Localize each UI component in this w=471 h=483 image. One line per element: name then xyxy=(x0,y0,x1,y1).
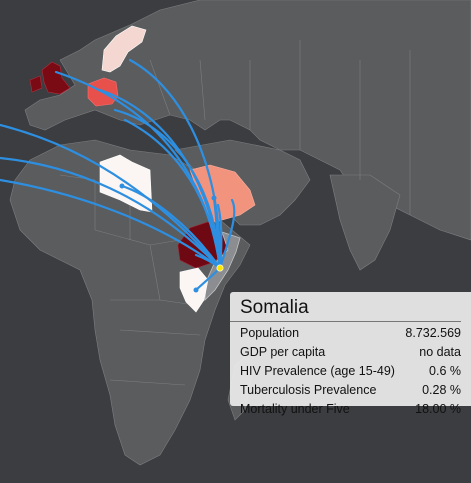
flow-end-kenya xyxy=(193,287,199,293)
info-value: 0.28 % xyxy=(422,383,461,397)
flow-line-europe-3 xyxy=(123,118,222,270)
flow-end-saudi xyxy=(211,195,217,201)
info-value: 0.6 % xyxy=(429,364,461,378)
country-ireland[interactable] xyxy=(29,75,43,93)
info-label: HIV Prevalence (age 15-49) xyxy=(240,364,395,378)
info-label: Tuberculosis Prevalence xyxy=(240,383,377,397)
country-info-panel: Somalia Population 8.732.569 GDP per cap… xyxy=(230,292,471,416)
flow-line-germany xyxy=(98,88,222,270)
flow-line-saudi-2 xyxy=(216,203,223,270)
flow-end-libya xyxy=(119,183,125,189)
info-row-mortality: Mortality under Five 18.00 % xyxy=(230,400,471,419)
country-united-kingdom[interactable] xyxy=(41,61,71,95)
info-label: Population xyxy=(240,326,300,340)
flow-line-west-2 xyxy=(0,156,222,270)
info-value: 8.732.569 xyxy=(405,326,461,340)
country-sweden[interactable] xyxy=(101,25,147,73)
info-row-gdp: GDP per capita no data xyxy=(230,343,471,362)
info-label: Mortality under Five xyxy=(240,402,350,416)
info-row-population: Population 8.732.569 xyxy=(230,324,471,343)
flow-line-libya xyxy=(120,184,222,270)
info-label: GDP per capita xyxy=(240,345,326,359)
info-value: 18.00 % xyxy=(415,402,461,416)
land-india[interactable] xyxy=(329,174,401,271)
info-panel-country-name: Somalia xyxy=(230,292,461,322)
flow-lines xyxy=(0,58,236,292)
flow-line-saudi-1 xyxy=(212,196,222,270)
flow-line-west-3 xyxy=(0,178,222,270)
info-value: no data xyxy=(419,345,461,359)
flow-line-sweden xyxy=(128,58,222,270)
info-row-tuberculosis: Tuberculosis Prevalence 0.28 % xyxy=(230,381,471,400)
flow-line-west-1 xyxy=(0,123,222,270)
selected-country-marker[interactable] xyxy=(216,264,224,272)
country-borders xyxy=(59,40,411,386)
info-row-hiv: HIV Prevalence (age 15-49) 0.6 % xyxy=(230,362,471,381)
flow-line-europe-2 xyxy=(113,108,222,270)
flow-line-middle-east xyxy=(218,198,236,270)
